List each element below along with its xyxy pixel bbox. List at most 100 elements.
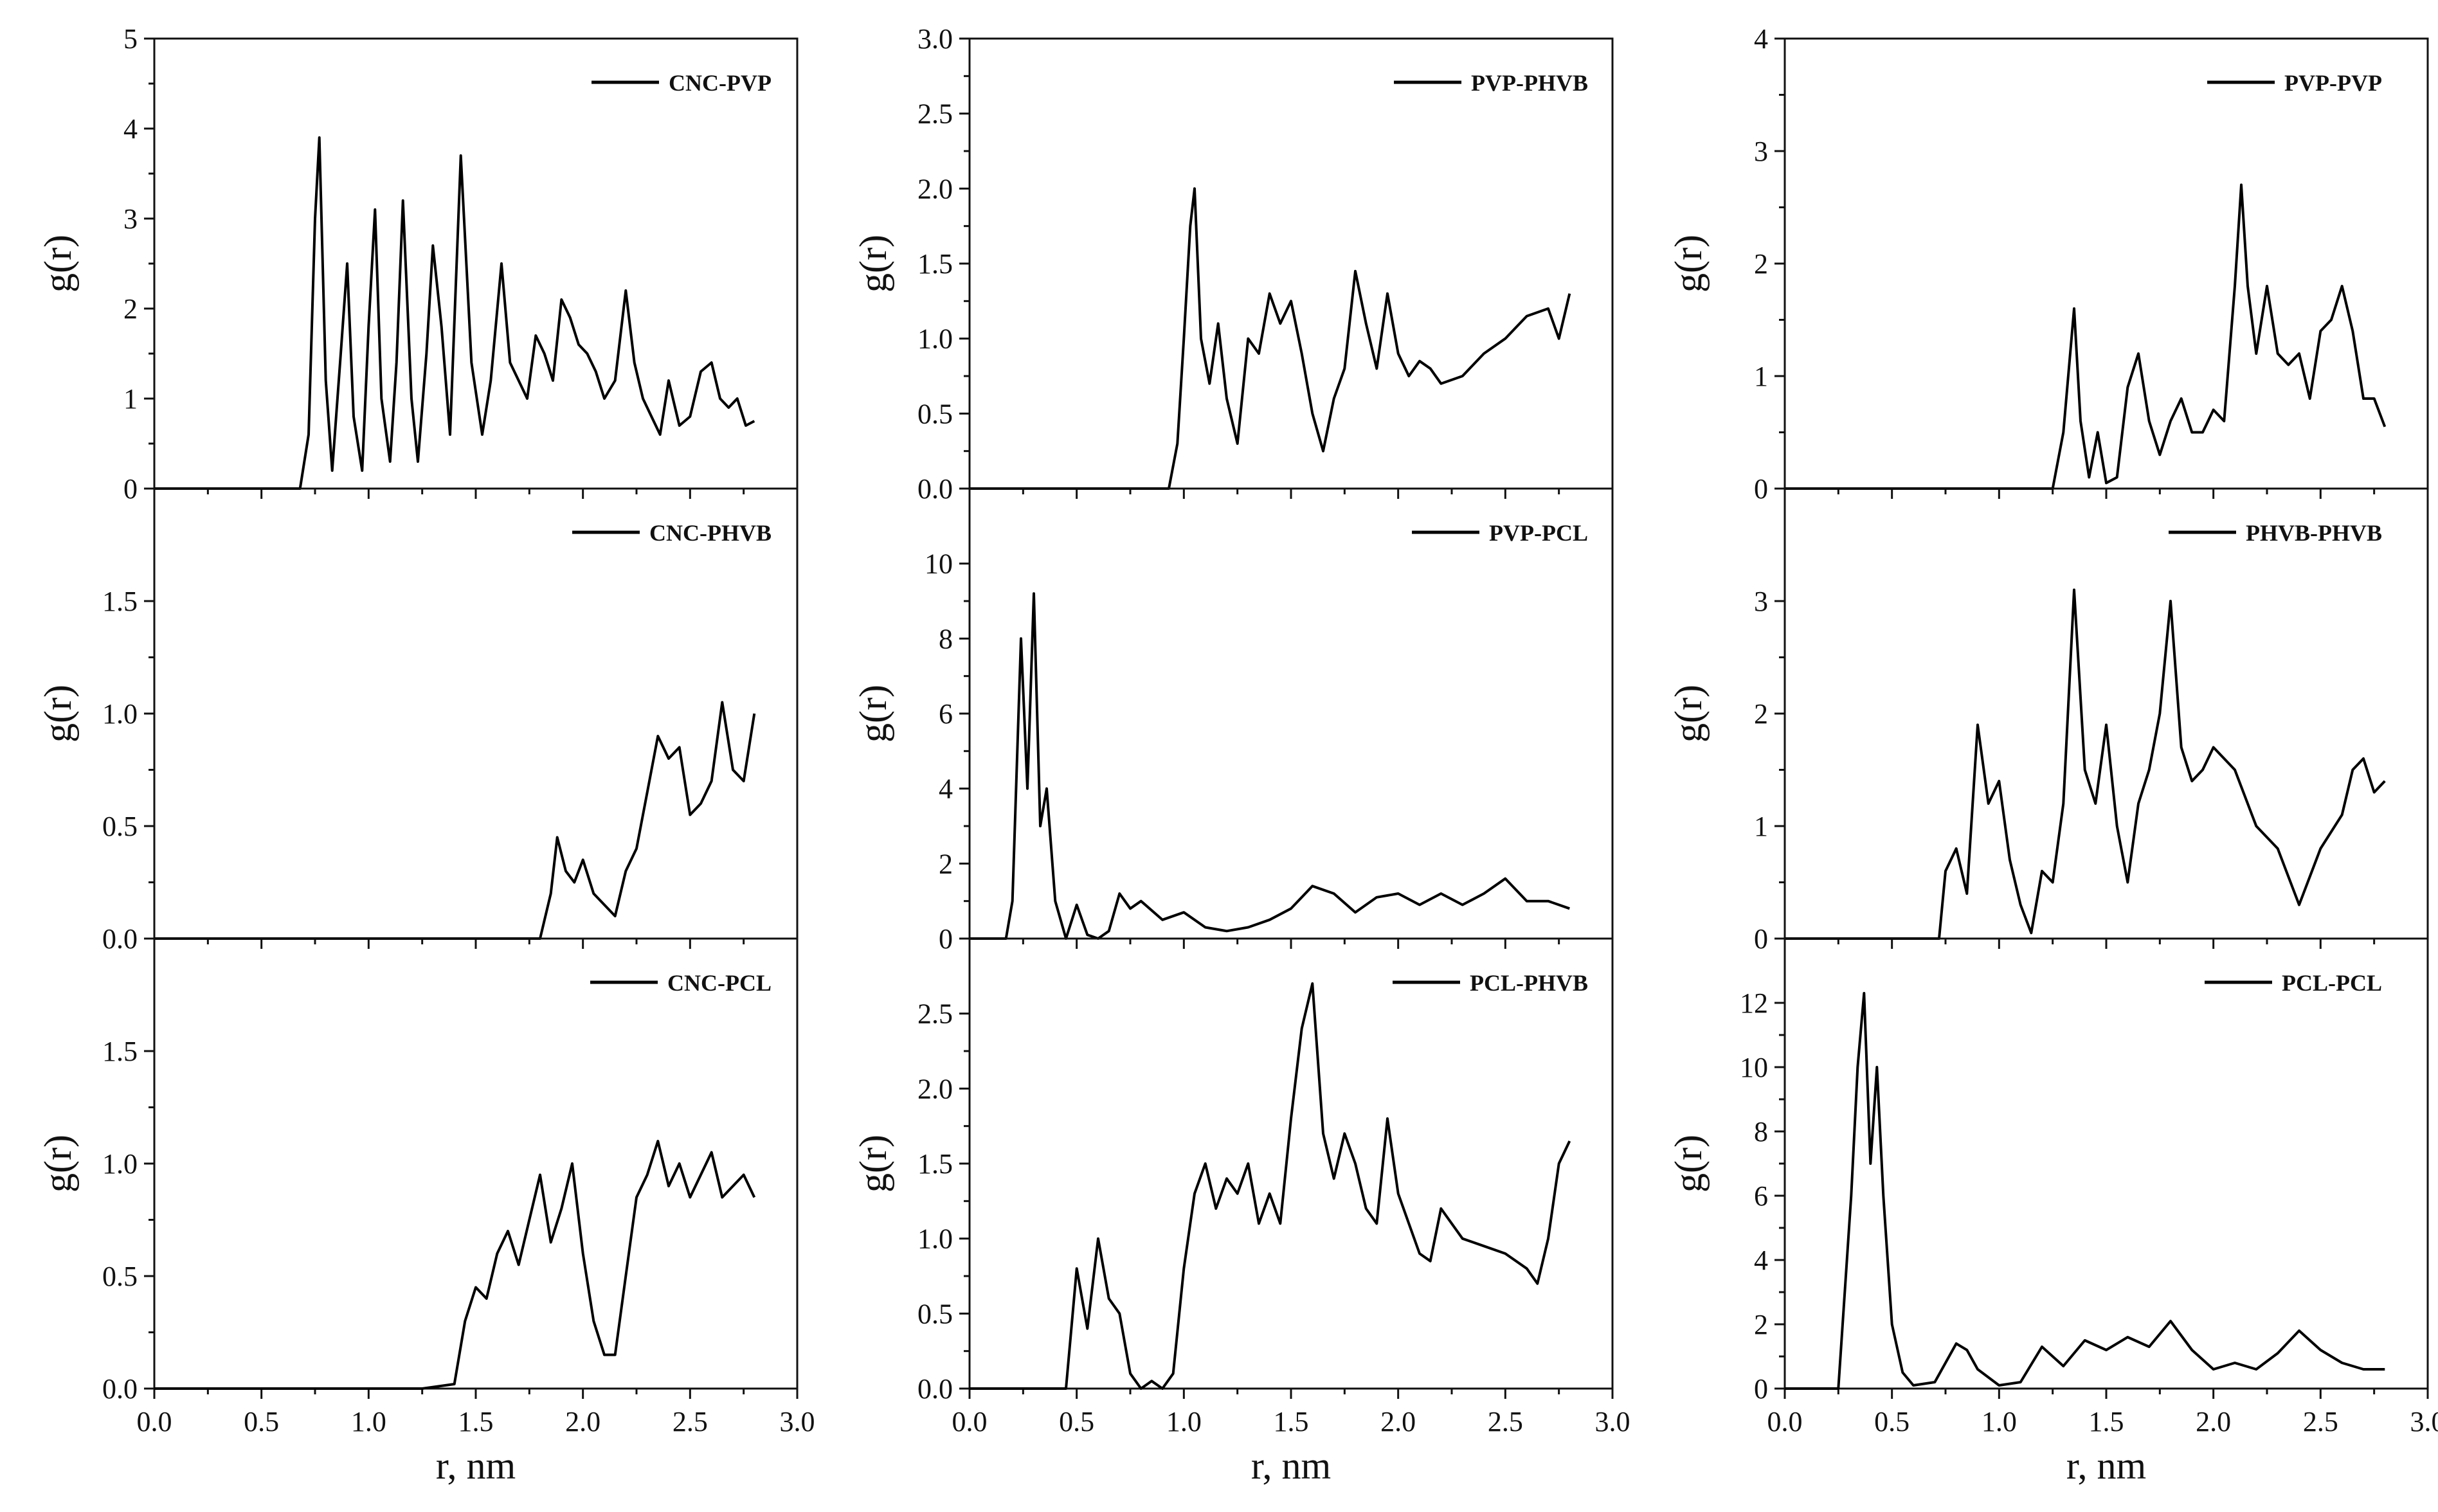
y-tick-label-phvb-phvb: 0 <box>1754 923 1768 955</box>
series-line-pcl-pcl <box>1785 992 2385 1390</box>
y-tick-label-cnc-phvb: 0.5 <box>102 811 138 842</box>
y-axis-label: g(r) <box>852 1135 894 1192</box>
panel-frame-cnc-pcl <box>153 937 799 1390</box>
y-tick-label-pvp-phvb: 0.5 <box>917 398 953 429</box>
x-tick-label-pcl-phvb: 0.5 <box>1059 1406 1094 1437</box>
y-tick-label-cnc-pvp: 3 <box>123 203 138 235</box>
y-tick-label-pvp-pcl: 2 <box>939 848 953 879</box>
y-tick-label-pvp-phvb: 3.0 <box>917 23 953 55</box>
y-tick-label-phvb-phvb: 3 <box>1754 586 1768 617</box>
y-tick-label-pvp-pvp: 3 <box>1754 136 1768 167</box>
y-tick-label-pcl-phvb: 2.5 <box>917 998 953 1030</box>
y-axis-label: g(r) <box>1667 1135 1710 1192</box>
x-tick-label-cnc-pcl: 0.0 <box>137 1406 172 1437</box>
y-tick-label-pcl-pcl: 8 <box>1754 1116 1768 1148</box>
y-tick-label-cnc-pvp: 2 <box>123 293 138 325</box>
y-tick-label-cnc-pcl: 0.0 <box>102 1373 138 1405</box>
y-tick-label-pcl-pcl: 10 <box>1740 1052 1768 1083</box>
y-tick-label-pcl-phvb: 1.0 <box>917 1223 953 1255</box>
x-tick-label-pcl-pcl: 1.0 <box>1982 1406 2017 1437</box>
series-line-pcl-phvb <box>970 982 1571 1390</box>
x-tick-label-pcl-pcl: 3.0 <box>2410 1406 2438 1437</box>
y-tick-label-pcl-pcl: 4 <box>1754 1245 1768 1276</box>
y-tick-label-pvp-pvp: 0 <box>1754 473 1768 505</box>
panel-frame-pvp-pvp <box>1783 37 2429 490</box>
legend-label-cnc-pvp: CNC-PVP <box>669 70 772 96</box>
x-tick-label-pcl-phvb: 2.5 <box>1488 1406 1523 1437</box>
y-tick-label-pvp-phvb: 2.0 <box>917 173 953 204</box>
x-tick-label-pcl-pcl: 0.0 <box>1767 1406 1803 1437</box>
y-tick-label-pvp-pcl: 8 <box>939 623 953 654</box>
panel-frame-pcl-phvb <box>968 937 1614 1390</box>
y-tick-label-pvp-pvp: 4 <box>1754 23 1768 55</box>
y-tick-label-pvp-pcl: 10 <box>925 548 953 580</box>
y-tick-label-pvp-phvb: 1.0 <box>917 323 953 355</box>
y-axis-label: g(r) <box>37 1135 79 1192</box>
legend-label-pcl-phvb: PCL-PHVB <box>1470 970 1588 996</box>
y-tick-label-cnc-pvp: 1 <box>123 383 138 415</box>
y-tick-label-pcl-phvb: 2.0 <box>917 1073 953 1104</box>
y-tick-label-cnc-pcl: 0.5 <box>102 1261 138 1292</box>
y-axis-label: g(r) <box>37 235 79 292</box>
panel-frame-phvb-phvb <box>1783 487 2429 940</box>
y-tick-label-cnc-pcl: 1.0 <box>102 1148 138 1180</box>
y-tick-label-cnc-pvp: 4 <box>123 113 138 145</box>
x-tick-label-pcl-phvb: 2.0 <box>1380 1406 1416 1437</box>
x-tick-label-cnc-pcl: 1.0 <box>351 1406 386 1437</box>
legend-label-cnc-phvb: CNC-PHVB <box>649 520 772 546</box>
y-tick-label-cnc-pvp: 5 <box>123 23 138 55</box>
y-tick-label-pvp-phvb: 2.5 <box>917 98 953 130</box>
legend-label-cnc-pcl: CNC-PCL <box>667 970 772 996</box>
legend-label-pvp-pcl: PVP-PCL <box>1489 520 1588 546</box>
y-tick-label-phvb-phvb: 1 <box>1754 811 1768 842</box>
y-tick-label-cnc-phvb: 1.0 <box>102 698 138 730</box>
y-tick-label-pcl-phvb: 0.0 <box>917 1373 953 1405</box>
y-tick-label-pvp-pcl: 4 <box>939 773 953 805</box>
x-axis-label: r, nm <box>436 1444 516 1487</box>
series-line-cnc-pvp <box>154 136 755 490</box>
series-line-cnc-pcl <box>154 1140 756 1390</box>
x-tick-label-pcl-pcl: 0.5 <box>1874 1406 1910 1437</box>
y-axis-label: g(r) <box>1667 235 1710 292</box>
y-tick-label-pvp-pvp: 1 <box>1754 361 1768 392</box>
y-tick-label-pcl-pcl: 12 <box>1740 987 1768 1019</box>
x-tick-label-pcl-phvb: 1.5 <box>1274 1406 1309 1437</box>
x-axis-label: r, nm <box>1251 1444 1331 1487</box>
y-axis-label: g(r) <box>1667 685 1710 742</box>
series-line-cnc-phvb <box>154 701 756 940</box>
series-line-phvb-phvb <box>1785 588 2386 940</box>
y-axis-label: g(r) <box>852 235 894 292</box>
y-tick-label-pvp-phvb: 0.0 <box>917 473 953 505</box>
y-tick-label-pvp-pvp: 2 <box>1754 248 1768 280</box>
legend-label-pcl-pcl: PCL-PCL <box>2282 970 2382 996</box>
y-tick-label-cnc-phvb: 1.5 <box>102 586 138 617</box>
x-tick-label-cnc-pcl: 3.0 <box>780 1406 815 1437</box>
x-tick-label-cnc-pcl: 2.5 <box>673 1406 708 1437</box>
x-tick-label-pcl-pcl: 1.5 <box>2089 1406 2124 1437</box>
legend-label-phvb-phvb: PHVB-PHVB <box>2246 520 2382 546</box>
panel-frame-pvp-phvb <box>968 37 1614 490</box>
series-line-pvp-pcl <box>970 592 1570 940</box>
series-line-pvp-pvp <box>1785 183 2387 490</box>
legend-label-pvp-pvp: PVP-PVP <box>2284 70 2382 96</box>
y-tick-label-cnc-pvp: 0 <box>123 473 138 505</box>
y-axis-label: g(r) <box>37 685 79 742</box>
y-tick-label-phvb-phvb: 2 <box>1754 698 1768 730</box>
y-axis-label: g(r) <box>852 685 894 742</box>
y-tick-label-cnc-pcl: 1.5 <box>102 1036 138 1067</box>
x-tick-label-pcl-phvb: 0.0 <box>952 1406 988 1437</box>
x-axis-label: r, nm <box>2066 1444 2146 1487</box>
y-tick-label-pcl-phvb: 0.5 <box>917 1298 953 1329</box>
y-tick-label-pcl-phvb: 1.5 <box>917 1148 953 1180</box>
x-tick-label-cnc-pcl: 2.0 <box>565 1406 600 1437</box>
panel-frame-cnc-phvb <box>153 487 799 940</box>
x-tick-label-cnc-pcl: 1.5 <box>458 1406 494 1437</box>
y-tick-label-pvp-pcl: 0 <box>939 923 953 955</box>
x-tick-label-pcl-phvb: 3.0 <box>1595 1406 1630 1437</box>
y-tick-label-cnc-phvb: 0.0 <box>102 923 138 955</box>
y-tick-label-pvp-phvb: 1.5 <box>917 248 953 280</box>
y-tick-label-pvp-pcl: 6 <box>939 698 953 730</box>
x-tick-label-cnc-pcl: 0.5 <box>244 1406 279 1437</box>
y-tick-label-pcl-pcl: 0 <box>1754 1373 1768 1405</box>
